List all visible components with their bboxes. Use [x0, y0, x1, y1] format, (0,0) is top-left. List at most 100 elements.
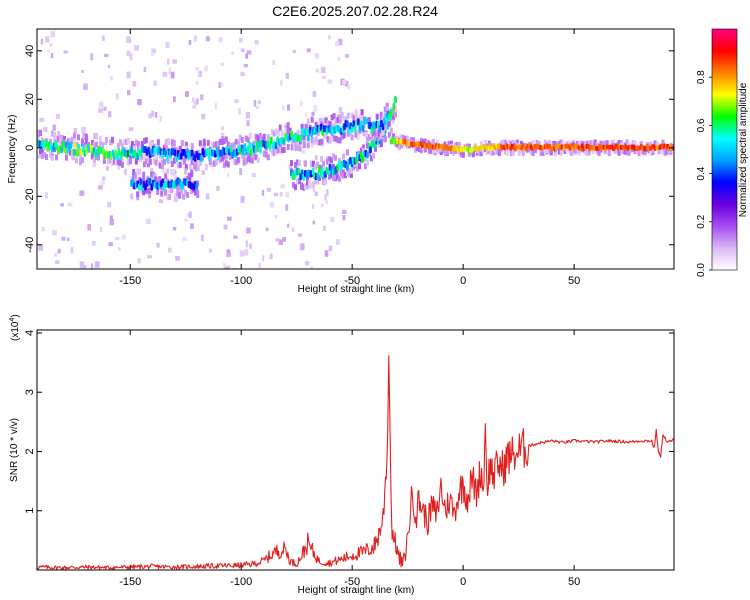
spectrogram-halo-cell	[78, 152, 82, 159]
spectrogram-noise-cell	[101, 176, 106, 181]
spectrogram-halo-cell	[136, 141, 140, 148]
spectrogram-halo-cell	[371, 152, 375, 159]
spectrogram-halo-cell	[591, 147, 595, 154]
spectrogram-halo-cell	[387, 120, 391, 127]
spectrogram-halo-cell	[611, 142, 615, 149]
spectrogram-halo-cell	[144, 137, 148, 144]
spectrogram-halo-cell	[635, 148, 639, 155]
spectrogram-signal-cell	[173, 149, 177, 157]
spectrogram-noise-cell	[310, 266, 314, 269]
spectrogram-halo-cell	[373, 129, 377, 136]
spectrogram-halo-cell	[156, 177, 160, 184]
spectrogram-halo-cell	[360, 109, 364, 116]
spectrogram-halo-cell	[336, 116, 340, 123]
spectrogram-halo-cell	[190, 157, 194, 164]
spectrogram-halo-cell	[319, 156, 323, 163]
spectrogram-halo-cell	[186, 191, 190, 198]
spectrogram-halo-cell	[321, 160, 325, 167]
spectrogram-halo-cell	[240, 152, 244, 159]
spectrogram-halo-cell	[477, 150, 481, 157]
spectrogram-halo-cell	[330, 130, 334, 137]
spectrogram-noise-cell	[246, 120, 250, 127]
spectrogram-halo-cell	[519, 140, 523, 147]
spectrogram-halo-cell	[44, 153, 48, 160]
figure-title: C2E6.2025.207.02.28.R24	[272, 3, 438, 19]
spectrogram-halo-cell	[120, 154, 124, 161]
spectrogram-halo-cell	[445, 148, 449, 155]
spectrogram-halo-cell	[315, 178, 319, 185]
spectrogram-halo-cell	[222, 162, 226, 169]
spectrogram-noise-cell	[156, 242, 160, 248]
spectrogram-halo-cell	[381, 136, 385, 143]
spectrogram-signal-cell	[299, 135, 303, 143]
spectrogram-halo-cell	[385, 106, 389, 113]
spectrogram-halo-cell	[595, 148, 599, 155]
spectrogram-noise-cell	[233, 235, 238, 239]
spectrogram-noise-cell	[172, 96, 176, 103]
spectrogram-halo-cell	[48, 151, 52, 158]
spectrogram-halo-cell	[146, 151, 150, 158]
spectrogram-halo-cell	[284, 127, 288, 134]
spectrogram-noise-cell	[81, 69, 84, 73]
spectrogram-halo-cell	[142, 171, 146, 178]
spectrogram-halo-cell	[405, 135, 409, 142]
spectrogram-noise-cell	[82, 265, 87, 269]
spectrogram-noise-cell	[172, 226, 177, 231]
spectrogram-signal-cell	[381, 123, 385, 131]
spectrogram-halo-cell	[184, 189, 188, 196]
spectrogram-halo-cell	[150, 167, 154, 174]
spectrogram-halo-cell	[310, 161, 313, 168]
spectrogram-noise-cell	[282, 237, 287, 242]
spectrogram-halo-cell	[160, 159, 164, 166]
spectrogram-halo-cell	[252, 140, 256, 147]
spectrogram-halo-cell	[158, 177, 162, 184]
spectrogram-halo-cell	[296, 144, 300, 151]
spectrogram-halo-cell	[156, 160, 160, 167]
spectrogram-noise-cell	[201, 113, 206, 120]
spectrogram-halo-cell	[144, 158, 148, 165]
spectrogram-halo-cell	[647, 142, 651, 149]
spectrogram-halo-cell	[413, 146, 417, 153]
spectrogram-noise-cell	[330, 216, 335, 222]
spectrogram-halo-cell	[122, 139, 126, 146]
spectrogram-y-tick-label: 0	[24, 145, 36, 151]
spectrogram-halo-cell	[270, 129, 274, 136]
colorbar-tick-label: 0.6	[696, 118, 707, 132]
spectrogram-halo-cell	[325, 158, 329, 165]
spectrogram-halo-cell	[162, 158, 166, 165]
spectrogram-signal-cell	[366, 151, 369, 159]
spectrogram-halo-cell	[365, 159, 369, 166]
spectrogram-halo-cell	[106, 158, 110, 165]
spectrogram-halo-cell	[132, 173, 136, 180]
spectrogram-noise-cell	[115, 237, 120, 241]
spectrogram-frame	[36, 28, 675, 270]
spectrogram-halo-cell	[130, 193, 134, 200]
spectrogram-noise-cell	[335, 41, 340, 47]
snr-y-tick-label: 4	[24, 330, 36, 336]
spectrogram-halo-cell	[198, 140, 202, 147]
spectrogram-noise-cell	[79, 261, 84, 269]
spectrogram-halo-cell	[164, 139, 168, 146]
spectrogram-halo-cell	[553, 141, 557, 148]
spectrogram-halo-cell	[200, 145, 204, 152]
spectrogram-noise-cell	[258, 262, 262, 268]
spectrogram-halo-cell	[234, 159, 238, 166]
spectrogram-noise-cell	[304, 112, 308, 117]
spectrogram-halo-cell	[186, 176, 190, 183]
spectrogram-halo-cell	[150, 171, 154, 178]
spectrogram-halo-cell	[318, 119, 322, 126]
spectrogram-halo-cell	[531, 140, 535, 147]
spectrogram-halo-cell	[248, 132, 252, 139]
spectrogram-halo-cell	[164, 189, 168, 196]
spectrogram-halo-cell	[302, 134, 306, 141]
spectrogram-noise-cell	[226, 249, 231, 254]
spectrogram-noise-cell	[287, 223, 290, 228]
spectrogram-noise-cell	[280, 184, 286, 189]
spectrogram-halo-cell	[172, 157, 176, 164]
spectrogram-signal-cell	[195, 182, 199, 190]
spectrogram-halo-cell	[176, 146, 180, 153]
spectrogram-halo-cell	[224, 160, 228, 167]
spectrogram-halo-cell	[42, 151, 46, 158]
spectrogram-noise-cell	[184, 91, 189, 97]
spectrogram-halo-cell	[371, 130, 375, 137]
